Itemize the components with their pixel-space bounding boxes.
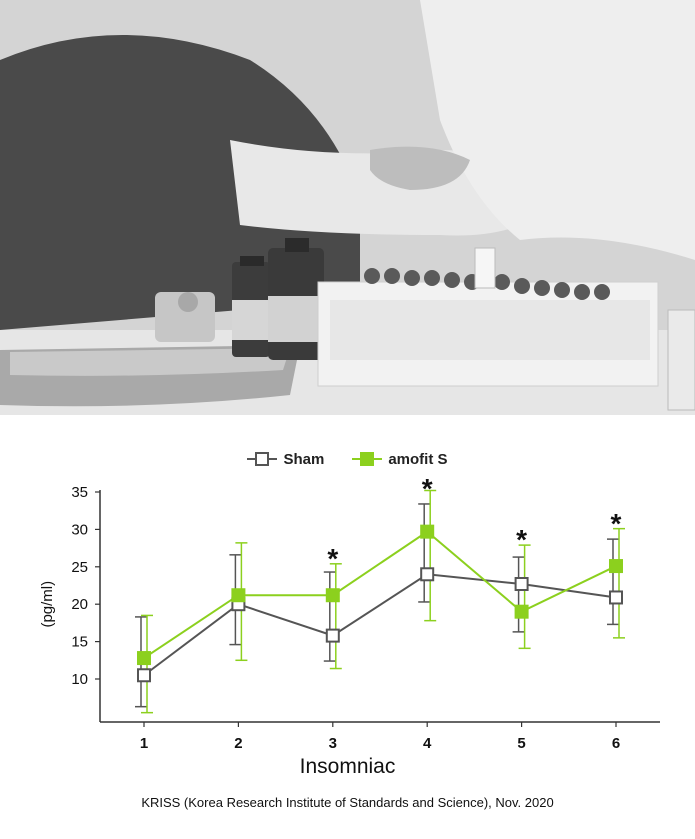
significance-marker: * [611, 508, 622, 539]
data-point-amofit [420, 524, 435, 539]
chart-legend: Sham amofit S [0, 447, 695, 471]
data-point-amofit [325, 588, 340, 603]
data-point-sham [514, 577, 529, 592]
x-tick-label: 6 [612, 735, 620, 752]
y-axis-label: (pg/ml) [39, 581, 56, 628]
y-tick-label: 15 [71, 634, 88, 651]
data-point-sham [325, 628, 340, 643]
y-tick-label: 20 [71, 596, 88, 613]
source-caption: KRISS (Korea Research Institute of Stand… [141, 795, 554, 810]
legend-item-amofit: amofit S [352, 450, 448, 468]
significance-marker: * [422, 473, 433, 504]
x-tick-label: 3 [329, 735, 337, 752]
header-photo [0, 0, 695, 415]
x-tick-label: 1 [140, 735, 148, 752]
legend-marker-sham [247, 452, 278, 466]
data-point-amofit [514, 604, 529, 619]
line-chart: 10 15 20 25 30 35 (pg/ml) 1 2 3 4 5 6 * * * * [39, 473, 660, 752]
series-line-amofit [143, 530, 617, 659]
y-tick-label: 30 [71, 521, 88, 538]
data-point-amofit [609, 559, 623, 574]
y-tick-label: 25 [71, 559, 88, 576]
legend-label-amofit: amofit S [388, 450, 448, 468]
data-point-amofit [137, 651, 151, 666]
data-point-sham [609, 590, 623, 605]
y-tick-label: 35 [71, 484, 88, 501]
legend-marker-amofit [352, 452, 383, 466]
series-line-sham [143, 573, 617, 677]
data-point-sham [137, 668, 151, 683]
data-point-sham [420, 567, 435, 582]
x-tick-label: 5 [517, 735, 525, 752]
legend-label-sham: Sham [283, 450, 325, 468]
significance-marker: * [516, 524, 527, 555]
legend-item-sham: Sham [247, 451, 324, 468]
data-point-amofit [231, 588, 246, 603]
significance-marker: * [327, 543, 338, 574]
blood-sample-photo [0, 0, 695, 415]
x-tick-label: 4 [423, 735, 432, 752]
x-axis-title: Insomniac [299, 755, 396, 778]
y-tick-label: 10 [71, 671, 88, 688]
x-tick-label: 2 [234, 735, 242, 752]
